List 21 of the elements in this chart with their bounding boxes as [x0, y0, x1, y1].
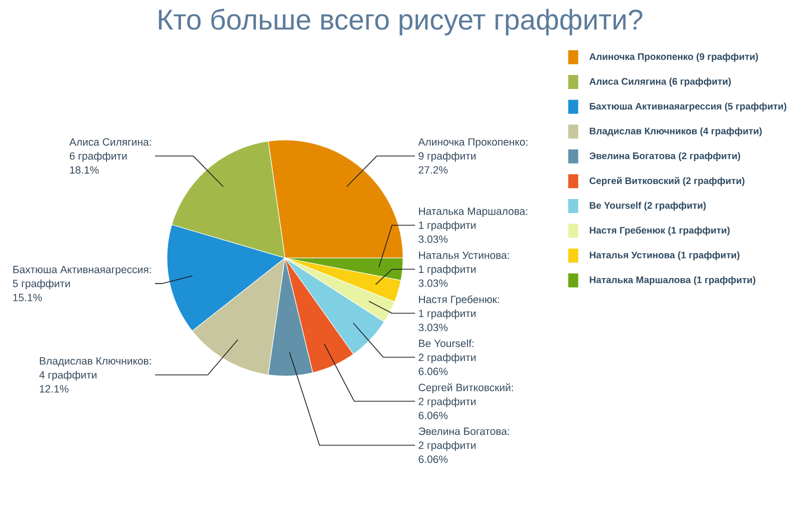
- legend-label: Эвелина Богатова (2 граффити): [589, 152, 740, 162]
- legend-label: Be Yourself (2 граффити): [590, 202, 706, 211]
- chart-title: Кто больше всего рисует граффити?: [158, 8, 642, 36]
- data-label: Бахтюша Активнаяагрессия: 5 граффити 15.1%: [12, 266, 151, 302]
- legend-label: Алиночка Прокопенко (9 граффити): [589, 53, 758, 62]
- data-label: Наталья Устинова: 1 граффити 3.03%: [418, 252, 509, 287]
- legend-label: Наталька Маршалова (1 граффити): [590, 276, 756, 286]
- legend-label: Владислав Ключников (4 граффити): [590, 127, 762, 136]
- data-label: Владислав Ключников: 4 граффити 12.1%: [39, 357, 151, 393]
- data-label: Алиса Силягина: 6 граффити 18.1%: [69, 138, 151, 174]
- data-label: Настя Гребенюк: 1 граффити 3.03%: [418, 295, 499, 332]
- data-label: Сергей Витковский: 2 граффити 6.06%: [418, 383, 513, 420]
- data-label: Be Yourself: 2 граффити 6.06%: [418, 339, 476, 376]
- legend-label: Сергей Витковский (2 граффити): [590, 176, 744, 186]
- data-label: Наталька Маршалова: 1 граффити 3.03%: [418, 208, 528, 243]
- data-label: Эвелина Богатова: 2 граффити 6.06%: [418, 428, 509, 463]
- legend-label: Алиса Силягина (6 граффити): [589, 78, 731, 87]
- legend-label: Настя Гребенюк (1 граффити): [590, 226, 730, 236]
- legend-label: Бахтюша Активнаяагрессия (5 граффити): [590, 102, 786, 112]
- legend-label: Наталья Устинова (1 граффити): [590, 251, 740, 260]
- data-label: Алиночка Прокопенко: 9 граффити 27.2%: [418, 138, 528, 174]
